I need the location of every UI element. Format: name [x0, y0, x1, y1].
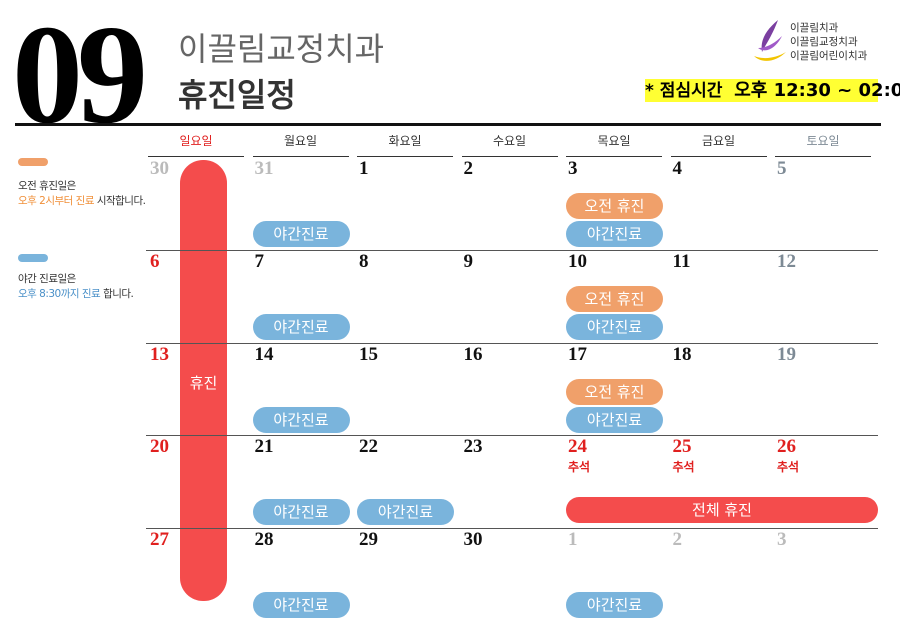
day-number: 10	[568, 250, 587, 272]
day-number: 5	[777, 158, 787, 179]
holiday-note: 추석	[672, 460, 695, 475]
day-number: 21	[254, 436, 274, 458]
row-divider	[146, 249, 878, 251]
day-number: 11	[672, 250, 691, 272]
day-number: 13	[150, 343, 169, 365]
weekday-label: 토요일	[806, 134, 840, 148]
day-number: 20	[150, 436, 169, 458]
logo-text: 이끌림교정치과	[790, 36, 858, 48]
sunday-closure-bar: 휴진	[180, 160, 227, 601]
day-number: 8	[359, 250, 369, 272]
night-clinic-badge: 야간진료	[252, 406, 350, 433]
legend-rest: 합니다.	[103, 288, 134, 300]
day-number: 9	[463, 250, 474, 272]
weekday-label: 화요일	[388, 134, 422, 148]
day-number: 22	[359, 436, 378, 458]
weekday-label: 월요일	[283, 134, 318, 148]
clinic-name: 이끌림교정치과	[178, 30, 385, 68]
weekday-underline	[566, 156, 662, 157]
sunday-closure-label: 휴진	[189, 374, 218, 392]
day-number: 18	[672, 343, 692, 365]
weekday-label: 금요일	[701, 134, 736, 148]
day-number: 24 추석	[568, 436, 591, 475]
lunch-label: * 점심시간	[645, 81, 723, 101]
day-number: 26 추석	[777, 436, 800, 475]
night-clinic-badge: 야간진료	[566, 592, 663, 619]
header-rule	[15, 123, 881, 126]
day-number: 1	[568, 529, 578, 551]
day-number: 2	[463, 158, 474, 179]
day-number: 15	[359, 343, 378, 365]
night-clinic-badge: 야간진료	[252, 221, 350, 247]
day-number: 29	[359, 529, 378, 551]
day-number: 30	[463, 529, 483, 551]
weekday-label: 수요일	[492, 134, 527, 148]
night-clinic-badge: 야간진료	[566, 221, 663, 247]
row-divider	[146, 528, 878, 530]
morning-off-badge: 오전 휴진	[566, 285, 663, 312]
lunch-time: 오후 12:30 ~ 02:00	[734, 80, 900, 101]
month-number: 09	[12, 0, 148, 153]
night-clinic-badge: 야간진료	[357, 499, 454, 526]
legend-highlight: 오후 2시부터 진료	[18, 195, 94, 207]
weekday-underline	[252, 156, 349, 157]
night-clinic-badge: 야간진료	[252, 592, 350, 619]
weekday-label: 목요일	[597, 134, 631, 148]
morning-off-badge: 오전 휴진	[566, 378, 663, 405]
page-title: 휴진일정	[178, 76, 296, 114]
day-number: 16	[463, 343, 483, 365]
night-clinic-badge: 야간진료	[252, 499, 350, 526]
day-number: 19	[777, 343, 796, 365]
day-number: 7	[254, 250, 265, 272]
weekday-underline	[775, 156, 871, 157]
day-number: 17	[568, 343, 587, 365]
day-number: 25 추석	[672, 436, 695, 475]
weekday-label: 일요일	[179, 134, 213, 148]
day-number: 28	[254, 529, 274, 551]
day-number: 4	[672, 158, 683, 179]
day-number: 27	[150, 529, 169, 551]
row-divider	[146, 435, 878, 437]
day-number: 12	[777, 250, 796, 272]
legend-title: 야간 진료일은	[18, 273, 76, 285]
lunch-box: * 점심시간 오후 12:30 ~ 02:00	[645, 79, 900, 102]
night-clinic-badge: 야간진료	[566, 313, 663, 340]
weekday-underline	[148, 156, 244, 157]
row-divider	[146, 342, 878, 344]
weekday-underline	[670, 156, 767, 157]
legend-highlight: 오후 8:30까지 진료	[18, 288, 101, 300]
full-closure-bar: 전체 휴진	[566, 497, 878, 524]
day-number: 31	[254, 158, 274, 179]
day-number: 2	[672, 529, 683, 551]
legend-swatch	[18, 158, 48, 166]
day-number: 14	[254, 343, 274, 365]
logo-text: 이끌림어린이치과	[790, 50, 868, 62]
morning-off-badge: 오전 휴진	[566, 193, 663, 219]
night-clinic-badge: 야간진료	[566, 406, 663, 433]
day-number: 23	[463, 436, 483, 458]
night-clinic-badge: 야간진료	[252, 313, 350, 340]
legend-text: 오후 8:30까지 진료 합니다.	[18, 286, 134, 301]
day-number: 3	[777, 529, 787, 551]
legend-rest: 시작합니다.	[96, 195, 146, 207]
weekday-underline	[357, 156, 453, 157]
day-number: 3	[568, 158, 578, 179]
logo-text: 이끌림치과	[790, 22, 839, 34]
holiday-note: 추석	[777, 460, 800, 475]
legend-swatch	[18, 254, 48, 262]
legend-text: 오후 2시부터 진료 시작합니다.	[18, 193, 146, 208]
holiday-note: 추석	[568, 460, 591, 475]
day-number: 1	[359, 158, 369, 179]
logo-mark	[754, 20, 786, 61]
day-number: 30	[150, 158, 169, 179]
day-number: 6	[150, 250, 160, 272]
legend-title: 오전 휴진일은	[18, 180, 76, 192]
weekday-underline	[461, 156, 558, 157]
